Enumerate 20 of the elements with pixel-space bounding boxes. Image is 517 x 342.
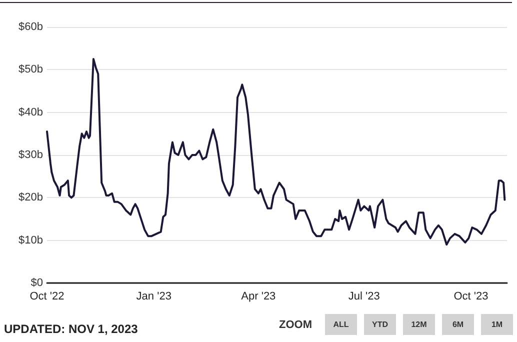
y-tick-label: $20b: [18, 192, 43, 204]
y-tick-label: $10b: [18, 234, 43, 246]
x-tick-label: Oct '22: [30, 290, 64, 302]
x-tick-label: Jul '23: [348, 290, 380, 302]
x-tick-label: Oct '23: [454, 290, 488, 302]
zoom-button[interactable]: ALL: [325, 314, 357, 335]
y-tick-label: $60b: [18, 21, 43, 33]
zoom-button[interactable]: YTD: [364, 314, 396, 335]
line-series: [46, 58, 506, 246]
y-tick-label: $40b: [18, 106, 43, 118]
zoom-button[interactable]: 1M: [481, 314, 513, 335]
zoom-button[interactable]: 6M: [442, 314, 474, 335]
y-tick-label: $50b: [18, 64, 43, 76]
text: UPDATED: NOV 1, 2023: [4, 322, 138, 336]
y-tick-label: $0: [30, 277, 43, 289]
text: ZOOM: [279, 318, 312, 330]
x-tick-label: Apr '23: [241, 290, 276, 302]
zoom-button[interactable]: 12M: [403, 314, 435, 335]
x-tick-label: Jan '23: [136, 290, 172, 302]
y-tick-label: $30b: [18, 149, 43, 161]
